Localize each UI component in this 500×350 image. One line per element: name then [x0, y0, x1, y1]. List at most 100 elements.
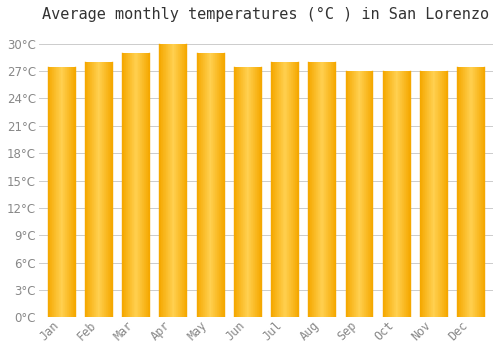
Bar	[356, 71, 357, 317]
Bar	[207, 53, 208, 317]
Bar	[183, 44, 184, 317]
Bar	[440, 71, 441, 317]
Bar	[444, 71, 445, 317]
Bar	[446, 71, 447, 317]
Bar	[165, 44, 166, 317]
Bar	[56, 66, 57, 317]
Bar	[439, 71, 440, 317]
Bar	[143, 53, 144, 317]
Bar	[93, 62, 94, 317]
Bar	[135, 53, 136, 317]
Bar	[369, 71, 370, 317]
Bar	[367, 71, 368, 317]
Bar	[401, 71, 402, 317]
Bar	[48, 66, 49, 317]
Bar	[421, 71, 422, 317]
Bar	[68, 66, 69, 317]
Bar	[282, 62, 283, 317]
Bar	[184, 44, 185, 317]
Bar	[138, 53, 139, 317]
Bar	[168, 44, 169, 317]
Bar	[92, 62, 93, 317]
Bar	[252, 66, 254, 317]
Bar	[132, 53, 133, 317]
Bar	[325, 62, 326, 317]
Bar	[86, 62, 87, 317]
Bar	[94, 62, 95, 317]
Bar	[431, 71, 432, 317]
Bar	[288, 62, 290, 317]
Bar	[322, 62, 323, 317]
Bar	[173, 44, 174, 317]
Bar	[97, 62, 98, 317]
Bar	[73, 66, 74, 317]
Bar	[316, 62, 317, 317]
Bar	[163, 44, 164, 317]
Bar	[222, 53, 223, 317]
Bar	[216, 53, 217, 317]
Bar	[398, 71, 399, 317]
Bar	[281, 62, 282, 317]
Bar	[274, 62, 275, 317]
Bar	[394, 71, 395, 317]
Bar	[438, 71, 439, 317]
Bar	[141, 53, 142, 317]
Bar	[360, 71, 361, 317]
Bar	[391, 71, 392, 317]
Bar	[139, 53, 140, 317]
Bar	[312, 62, 313, 317]
Bar	[52, 66, 53, 317]
Bar	[332, 62, 333, 317]
Bar	[430, 71, 431, 317]
Bar	[57, 66, 58, 317]
Bar	[170, 44, 171, 317]
Bar	[436, 71, 437, 317]
Bar	[204, 53, 206, 317]
Bar	[310, 62, 311, 317]
Bar	[370, 71, 371, 317]
Bar	[142, 53, 143, 317]
Bar	[464, 66, 466, 317]
Bar	[137, 53, 138, 317]
Bar	[209, 53, 210, 317]
Bar	[64, 66, 65, 317]
Bar	[366, 71, 367, 317]
Bar	[482, 66, 483, 317]
Bar	[479, 66, 480, 317]
Title: Average monthly temperatures (°C ) in San Lorenzo: Average monthly temperatures (°C ) in Sa…	[42, 7, 490, 22]
Bar	[476, 66, 478, 317]
Bar	[330, 62, 331, 317]
Bar	[277, 62, 278, 317]
Bar	[311, 62, 312, 317]
Bar	[96, 62, 97, 317]
Bar	[334, 62, 335, 317]
Bar	[250, 66, 252, 317]
Bar	[368, 71, 369, 317]
Bar	[472, 66, 474, 317]
Bar	[347, 71, 348, 317]
Bar	[100, 62, 101, 317]
Bar	[124, 53, 125, 317]
Bar	[102, 62, 103, 317]
Bar	[101, 62, 102, 317]
Bar	[296, 62, 298, 317]
Bar	[60, 66, 61, 317]
Bar	[318, 62, 319, 317]
Bar	[403, 71, 404, 317]
Bar	[126, 53, 127, 317]
Bar	[65, 66, 66, 317]
Bar	[287, 62, 288, 317]
Bar	[385, 71, 386, 317]
Bar	[468, 66, 469, 317]
Bar	[346, 71, 347, 317]
Bar	[483, 66, 484, 317]
Bar	[478, 66, 479, 317]
Bar	[246, 66, 248, 317]
Bar	[108, 62, 109, 317]
Bar	[99, 62, 100, 317]
Bar	[85, 62, 86, 317]
Bar	[437, 71, 438, 317]
Bar	[211, 53, 212, 317]
Bar	[254, 66, 256, 317]
Bar	[128, 53, 129, 317]
